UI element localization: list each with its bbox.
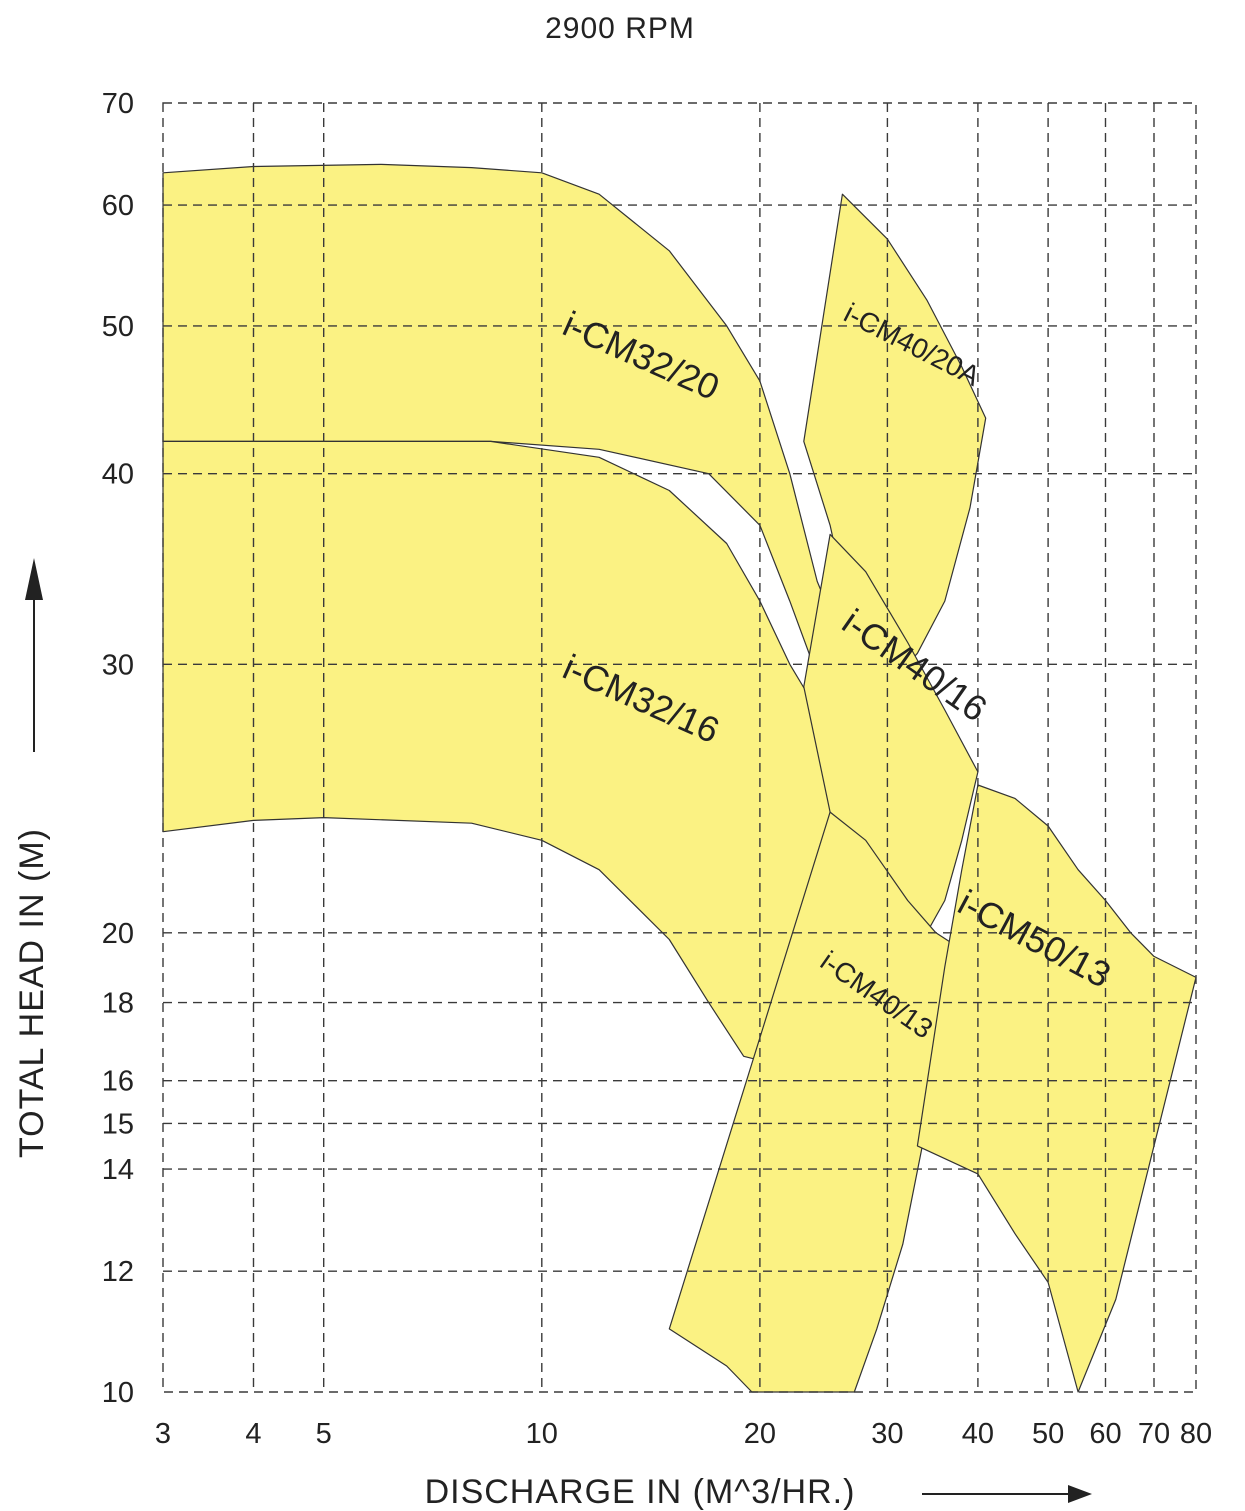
y-tick-label: 12 bbox=[102, 1256, 134, 1288]
grid-lines bbox=[163, 103, 1196, 1392]
plot-frame bbox=[162, 102, 1197, 1393]
x-axis-label: DISCHARGE IN (M^3/HR.) bbox=[425, 1473, 856, 1511]
x-tick-label: 40 bbox=[962, 1418, 994, 1450]
x-tick-label: 3 bbox=[155, 1418, 171, 1450]
y-tick-label: 18 bbox=[102, 988, 134, 1020]
y-axis-arrow bbox=[25, 558, 43, 752]
y-tick-label: 70 bbox=[102, 88, 134, 120]
chart-title: 2900 RPM bbox=[545, 12, 695, 45]
region-i-cm40-13 bbox=[668, 811, 963, 1393]
x-tick-label: 70 bbox=[1138, 1418, 1170, 1450]
y-tick-label: 50 bbox=[102, 311, 134, 343]
x-tick-label: 4 bbox=[245, 1418, 261, 1450]
y-tick-labels: 10 12 14 15 16 18 20 30 40 50 60 70 bbox=[102, 88, 134, 1409]
y-tick-label: 60 bbox=[102, 190, 134, 222]
y-tick-label: 14 bbox=[102, 1154, 134, 1186]
pump-regions bbox=[162, 163, 1197, 1393]
x-tick-label: 10 bbox=[526, 1418, 558, 1450]
x-axis-arrow bbox=[922, 1485, 1092, 1503]
y-tick-label: 30 bbox=[102, 649, 134, 681]
x-tick-label: 5 bbox=[316, 1418, 332, 1450]
x-tick-label: 20 bbox=[744, 1418, 776, 1450]
region-i-cm32-20 bbox=[162, 163, 844, 677]
region-i-cm50-13 bbox=[916, 784, 1197, 1393]
y-tick-label: 15 bbox=[102, 1108, 134, 1140]
x-tick-labels: 3 4 5 10 20 30 40 50 60 70 80 bbox=[155, 1418, 1212, 1450]
x-tick-label: 80 bbox=[1180, 1418, 1212, 1450]
y-tick-label: 20 bbox=[102, 918, 134, 950]
y-tick-label: 10 bbox=[102, 1377, 134, 1409]
region-i-cm32-16 bbox=[162, 440, 844, 1061]
x-tick-label: 30 bbox=[871, 1418, 903, 1450]
y-tick-label: 40 bbox=[102, 459, 134, 491]
x-tick-label: 60 bbox=[1089, 1418, 1121, 1450]
y-tick-label: 16 bbox=[102, 1066, 134, 1098]
y-axis-label: TOTAL HEAD IN (M) bbox=[13, 828, 51, 1158]
x-tick-label: 50 bbox=[1032, 1418, 1064, 1450]
